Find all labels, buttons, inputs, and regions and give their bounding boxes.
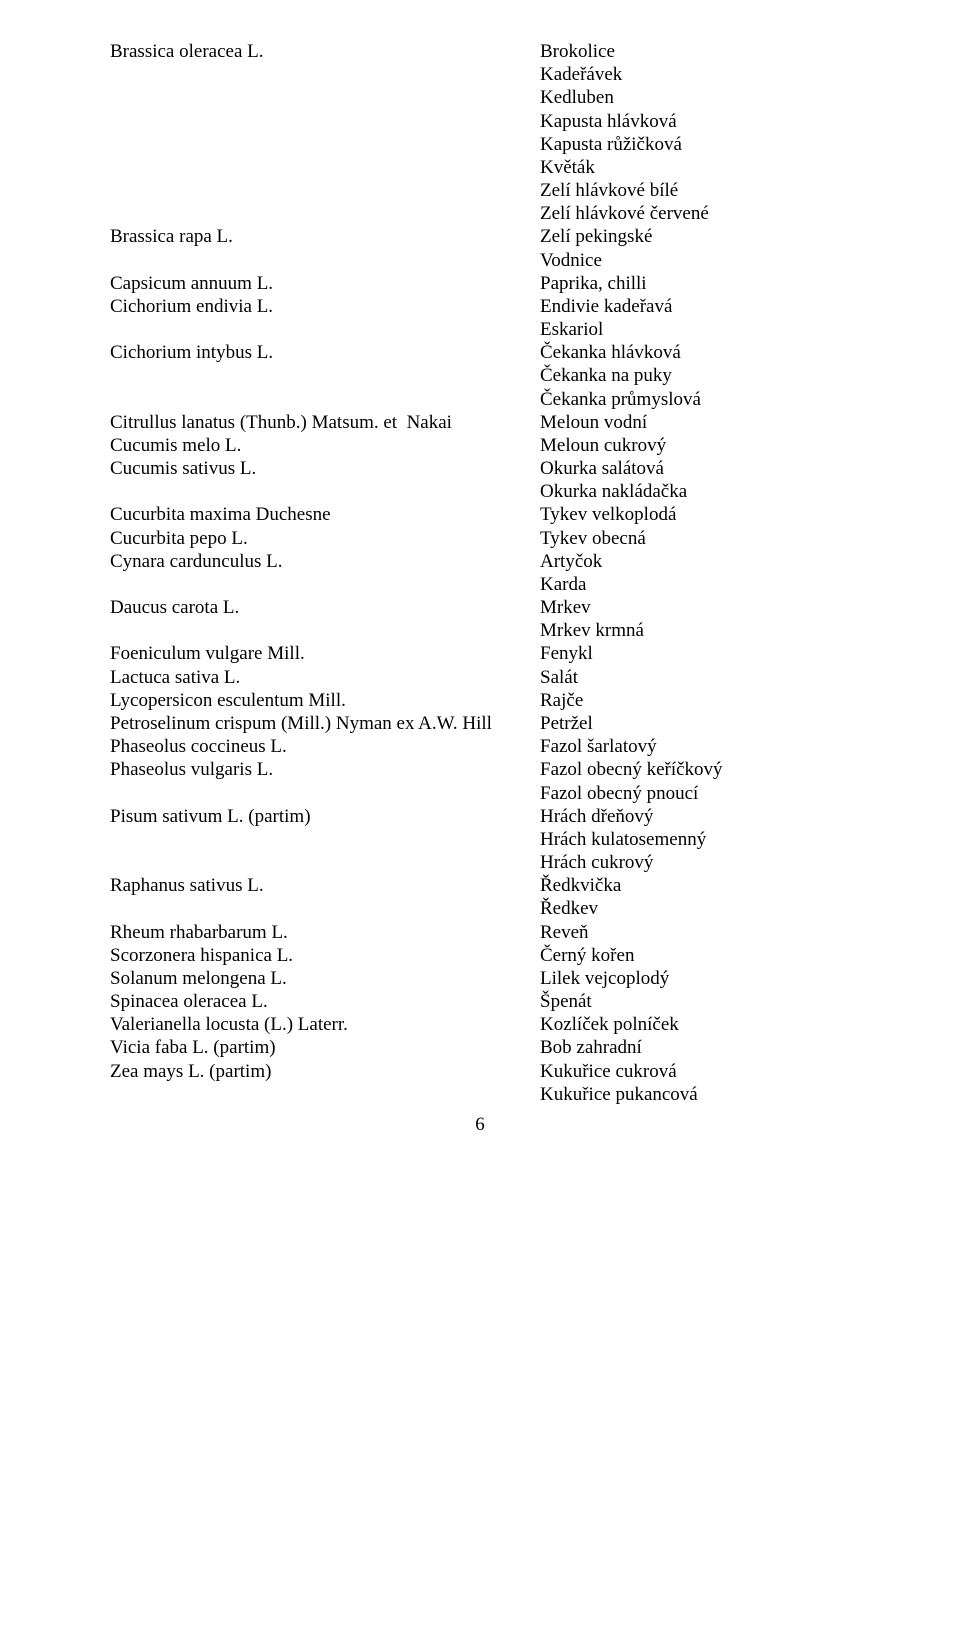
local-name: Karda	[540, 573, 880, 596]
local-name: Mrkev krmná	[540, 619, 880, 642]
latin-name: Cucurbita maxima Duchesne	[110, 503, 540, 526]
latin-name	[110, 249, 540, 272]
local-name: Rajče	[540, 689, 880, 712]
local-name: Meloun cukrový	[540, 434, 880, 457]
latin-name	[110, 1083, 540, 1106]
latin-name: Petroselinum crispum (Mill.) Nyman ex A.…	[110, 712, 540, 735]
local-name: Petržel	[540, 712, 880, 735]
local-name: Tykev velkoplodá	[540, 503, 880, 526]
latin-name: Scorzonera hispanica L.	[110, 944, 540, 967]
local-name: Fazol šarlatový	[540, 735, 880, 758]
latin-name: Vicia faba L. (partim)	[110, 1036, 540, 1059]
local-name: Salát	[540, 666, 880, 689]
latin-name: Rheum rhabarbarum L.	[110, 921, 540, 944]
latin-name	[110, 86, 540, 109]
local-name: Fazol obecný pnoucí	[540, 782, 880, 805]
latin-name: Spinacea oleracea L.	[110, 990, 540, 1013]
latin-name: Foeniculum vulgare Mill.	[110, 642, 540, 665]
local-name: Eskariol	[540, 318, 880, 341]
local-name: Kozlíček polníček	[540, 1013, 880, 1036]
page-number: 6	[475, 1114, 485, 1136]
latin-name	[110, 851, 540, 874]
local-name: Endivie kadeřavá	[540, 295, 880, 318]
latin-name: Brassica rapa L.	[110, 225, 540, 248]
latin-name	[110, 202, 540, 225]
local-name: Fazol obecný keříčkový	[540, 758, 880, 781]
latin-name	[110, 388, 540, 411]
local-name: Tykev obecná	[540, 527, 880, 550]
two-column-list: Brassica oleracea L. Brassica rapa L. Ca…	[110, 40, 880, 1106]
latin-name: Cichorium endivia L.	[110, 295, 540, 318]
latin-name: Lycopersicon esculentum Mill.	[110, 689, 540, 712]
local-name: Reveň	[540, 921, 880, 944]
local-name: Hrách dřeňový	[540, 805, 880, 828]
local-name: Hrách kulatosemenný	[540, 828, 880, 851]
local-name: Zelí hlávkové bílé	[540, 179, 880, 202]
latin-name: Pisum sativum L. (partim)	[110, 805, 540, 828]
latin-name: Brassica oleracea L.	[110, 40, 540, 63]
document-page: Brassica oleracea L. Brassica rapa L. Ca…	[0, 0, 960, 1156]
latin-name	[110, 897, 540, 920]
latin-name: Citrullus lanatus (Thunb.) Matsum. et Na…	[110, 411, 540, 434]
local-name: Zelí pekingské	[540, 225, 880, 248]
latin-name: Lactuca sativa L.	[110, 666, 540, 689]
latin-name	[110, 573, 540, 596]
local-name: Bob zahradní	[540, 1036, 880, 1059]
local-name: Špenát	[540, 990, 880, 1013]
local-name: Brokolice	[540, 40, 880, 63]
local-name: Meloun vodní	[540, 411, 880, 434]
local-name: Černý kořen	[540, 944, 880, 967]
latin-name: Cucurbita pepo L.	[110, 527, 540, 550]
latin-name	[110, 110, 540, 133]
local-name: Kukuřice pukancová	[540, 1083, 880, 1106]
latin-name	[110, 364, 540, 387]
latin-name: Raphanus sativus L.	[110, 874, 540, 897]
latin-name: Cucumis melo L.	[110, 434, 540, 457]
local-name: Kukuřice cukrová	[540, 1060, 880, 1083]
latin-name	[110, 318, 540, 341]
latin-names-column: Brassica oleracea L. Brassica rapa L. Ca…	[110, 40, 540, 1106]
latin-name	[110, 133, 540, 156]
latin-name: Phaseolus vulgaris L.	[110, 758, 540, 781]
local-name: Okurka nakládačka	[540, 480, 880, 503]
latin-name: Zea mays L. (partim)	[110, 1060, 540, 1083]
local-name: Vodnice	[540, 249, 880, 272]
latin-name: Solanum melongena L.	[110, 967, 540, 990]
local-name: Hrách cukrový	[540, 851, 880, 874]
local-name: Čekanka hlávková	[540, 341, 880, 364]
local-name: Paprika, chilli	[540, 272, 880, 295]
local-name: Fenykl	[540, 642, 880, 665]
local-name: Kapusta růžičková	[540, 133, 880, 156]
local-name: Mrkev	[540, 596, 880, 619]
local-name: Okurka salátová	[540, 457, 880, 480]
latin-name: Capsicum annuum L.	[110, 272, 540, 295]
local-name: Kapusta hlávková	[540, 110, 880, 133]
latin-name	[110, 828, 540, 851]
latin-name: Phaseolus coccineus L.	[110, 735, 540, 758]
latin-name: Cichorium intybus L.	[110, 341, 540, 364]
latin-name: Valerianella locusta (L.) Laterr.	[110, 1013, 540, 1036]
latin-name	[110, 619, 540, 642]
local-name: Čekanka průmyslová	[540, 388, 880, 411]
latin-name: Daucus carota L.	[110, 596, 540, 619]
local-names-column: BrokoliceKadeřávekKedlubenKapusta hlávko…	[540, 40, 880, 1106]
local-name: Zelí hlávkové červené	[540, 202, 880, 225]
local-name: Květák	[540, 156, 880, 179]
latin-name: Cucumis sativus L.	[110, 457, 540, 480]
latin-name	[110, 156, 540, 179]
local-name: Ředkev	[540, 897, 880, 920]
latin-name	[110, 179, 540, 202]
local-name: Lilek vejcoplodý	[540, 967, 880, 990]
local-name: Kedluben	[540, 86, 880, 109]
local-name: Artyčok	[540, 550, 880, 573]
local-name: Ředkvička	[540, 874, 880, 897]
latin-name	[110, 63, 540, 86]
latin-name: Cynara cardunculus L.	[110, 550, 540, 573]
latin-name	[110, 782, 540, 805]
latin-name	[110, 480, 540, 503]
local-name: Kadeřávek	[540, 63, 880, 86]
local-name: Čekanka na puky	[540, 364, 880, 387]
